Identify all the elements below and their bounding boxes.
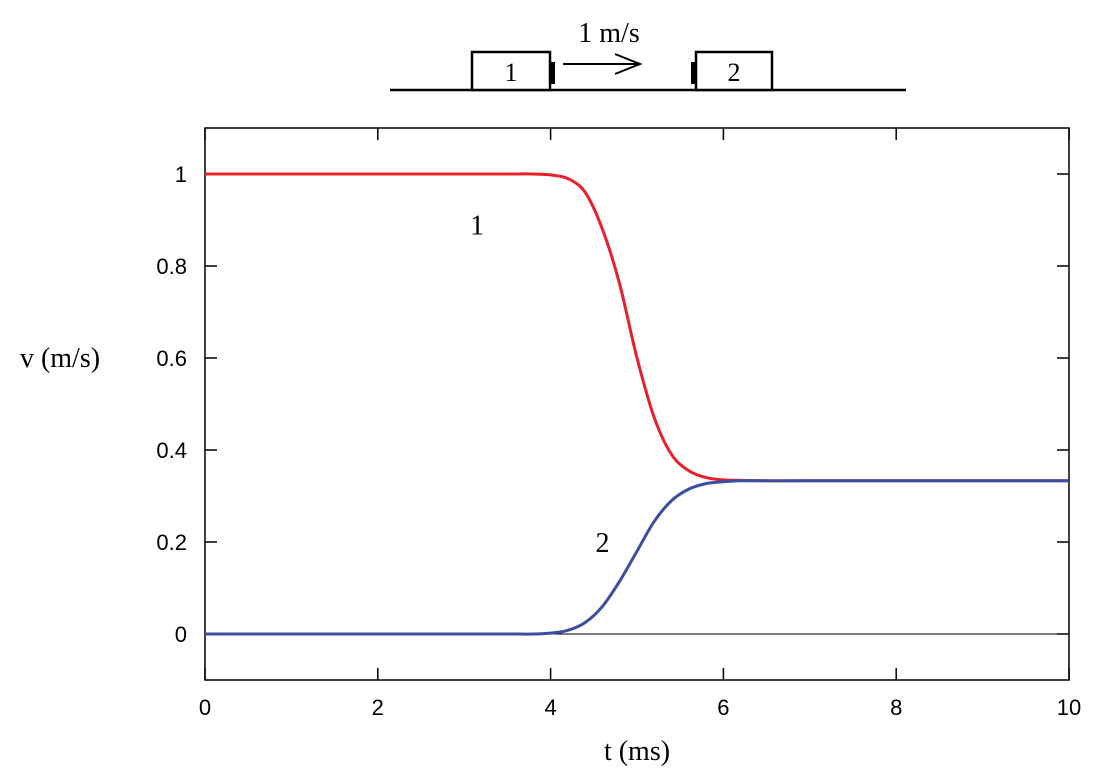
y-tick-label: 1	[175, 162, 187, 187]
x-axis-title: t (ms)	[604, 736, 670, 767]
velocity-arrow-head	[614, 53, 643, 75]
x-tick-label: 10	[1057, 695, 1081, 720]
series-line-1	[205, 172, 1069, 483]
x-tick-label: 8	[890, 695, 902, 720]
x-tick-label: 2	[372, 695, 384, 720]
y-tick-label: 0.8	[156, 254, 187, 279]
x-tick-label: 4	[544, 695, 556, 720]
block-1-label: 1	[505, 58, 518, 87]
block-2-bumper	[691, 62, 697, 84]
y-tick-label: 0.4	[156, 438, 187, 463]
y-ticks: 0 0.2 0.4 0.6 0.8 1	[156, 162, 1069, 647]
velocity-label: 1 m/s	[578, 18, 639, 49]
x-ticks: 0 2 4 6 8 10	[199, 128, 1081, 720]
y-tick-label: 0.6	[156, 346, 187, 371]
y-tick-label: 0.2	[156, 530, 187, 555]
plot-frame	[204, 127, 1070, 681]
x-tick-label: 6	[717, 695, 729, 720]
series-labels: 12	[470, 211, 609, 559]
series-label-1: 1	[470, 211, 484, 242]
y-tick-label: 0	[175, 622, 187, 647]
x-tick-label: 0	[199, 695, 211, 720]
series-label-2: 2	[595, 528, 609, 559]
plot-area: 00.20.40.60.81 0 2 4 6 8 10 12	[156, 127, 1081, 720]
series-line-2	[205, 479, 1069, 636]
collision-diagram: 1 2 1 m/s	[390, 18, 906, 92]
series-lines	[205, 172, 1069, 636]
block-1-bumper	[549, 62, 555, 84]
block-2-label: 2	[728, 58, 741, 87]
y-axis-title: v (m/s)	[20, 343, 100, 374]
